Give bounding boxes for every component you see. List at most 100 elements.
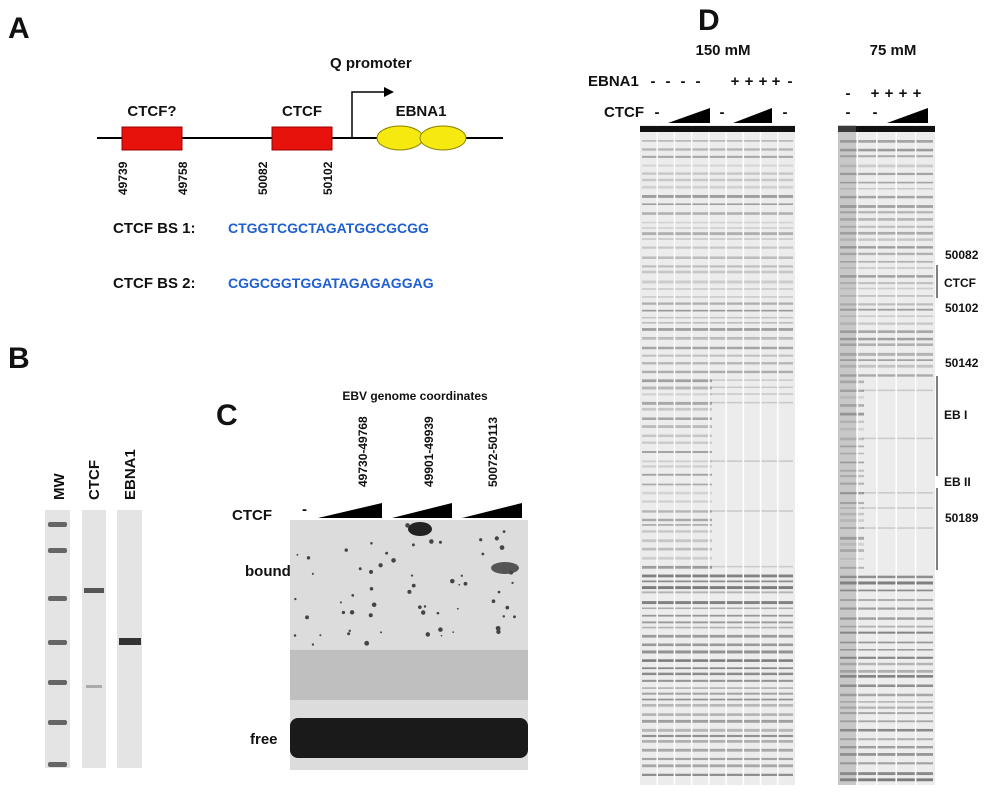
gel-band [840, 581, 933, 585]
gel-band [840, 148, 933, 152]
speck [410, 574, 414, 577]
gel-band [642, 172, 793, 175]
gel-band [840, 461, 864, 464]
gel-band [642, 734, 793, 738]
gel [640, 125, 795, 785]
gel-band [642, 491, 712, 495]
band-label: bound [245, 563, 291, 580]
speck [411, 583, 416, 588]
gel-band [840, 205, 933, 208]
speck [358, 567, 362, 571]
gel-band [642, 232, 793, 236]
ramp [462, 503, 522, 518]
gel-band [642, 586, 793, 590]
gel-band [642, 626, 793, 629]
promoter-label: Q promoter [330, 55, 412, 72]
gel-band [840, 675, 933, 678]
gel-band [840, 140, 933, 143]
gel-band [642, 510, 712, 513]
gel-band [642, 687, 793, 689]
gel-band [642, 580, 793, 583]
gel-band [642, 417, 712, 420]
gel-band [840, 501, 864, 505]
coordinate: 49758 [176, 161, 190, 195]
gel-band [862, 492, 933, 494]
sign: + [731, 73, 740, 90]
gel-band [642, 302, 793, 305]
gel-band [862, 507, 933, 509]
coordinate: 50102 [321, 161, 335, 195]
gel-band [642, 659, 793, 662]
speck [370, 542, 373, 545]
speck [463, 581, 468, 586]
gel-band [840, 352, 933, 356]
gel-band [840, 701, 933, 703]
sign: - [681, 73, 686, 90]
gel-band [840, 507, 864, 509]
arrow-head [384, 87, 394, 97]
gel-band [710, 393, 793, 395]
gel-band [840, 575, 933, 579]
speck [438, 627, 443, 632]
gel-band [840, 225, 933, 228]
marker: EB II [944, 475, 971, 489]
gel-band [642, 256, 793, 259]
probe-label: 49901-49939 [422, 416, 436, 487]
gel-band [840, 287, 933, 290]
gel-band [84, 588, 104, 593]
gel-band [642, 354, 793, 357]
gel-band [642, 246, 793, 249]
speck [423, 605, 427, 608]
marker: 50189 [945, 511, 979, 525]
ebna1-site [376, 125, 424, 151]
gel-band [642, 336, 793, 340]
sign: - [873, 104, 878, 121]
gel-band [642, 328, 793, 331]
gel-band [840, 445, 864, 448]
gel-band [840, 649, 933, 651]
gel-band [840, 246, 933, 249]
gel-band [642, 764, 793, 768]
gel-band [642, 321, 793, 324]
panel-label: C [216, 399, 238, 432]
gel-band [840, 549, 864, 552]
speck [495, 625, 501, 631]
gel-band [642, 530, 712, 533]
gel-band [840, 720, 933, 723]
speck [511, 581, 514, 584]
site-name: CTCF BS 2: [113, 275, 196, 292]
sign: - [666, 73, 671, 90]
gel-band [642, 379, 712, 383]
gel-band [642, 362, 793, 365]
speck [411, 543, 415, 547]
sign: - [788, 73, 793, 90]
speck [339, 601, 342, 604]
speck [458, 583, 461, 586]
gel-band [840, 337, 933, 341]
probe-label: 50072-50113 [486, 417, 500, 487]
probe-label: 49730-49768 [356, 416, 370, 487]
speck [407, 589, 412, 594]
gel-band [840, 536, 864, 540]
speck [502, 615, 506, 618]
gel-band [840, 684, 933, 688]
gel-band [840, 343, 933, 347]
gel-band [840, 617, 933, 620]
gel-band [840, 662, 933, 666]
gel-band [642, 227, 793, 229]
gel-band [840, 542, 864, 546]
gel-band [840, 469, 864, 472]
gel-band [862, 389, 933, 392]
gel-band [840, 404, 864, 407]
gel-band [840, 452, 864, 455]
gel-band [840, 238, 933, 241]
gel-band [642, 309, 793, 312]
speck [293, 634, 297, 637]
gel-band [862, 437, 933, 440]
row-label: CTCF [604, 104, 644, 121]
gel-band [840, 412, 864, 416]
gel-band [491, 562, 519, 574]
gel-band [642, 316, 793, 319]
gel-band [642, 667, 793, 670]
